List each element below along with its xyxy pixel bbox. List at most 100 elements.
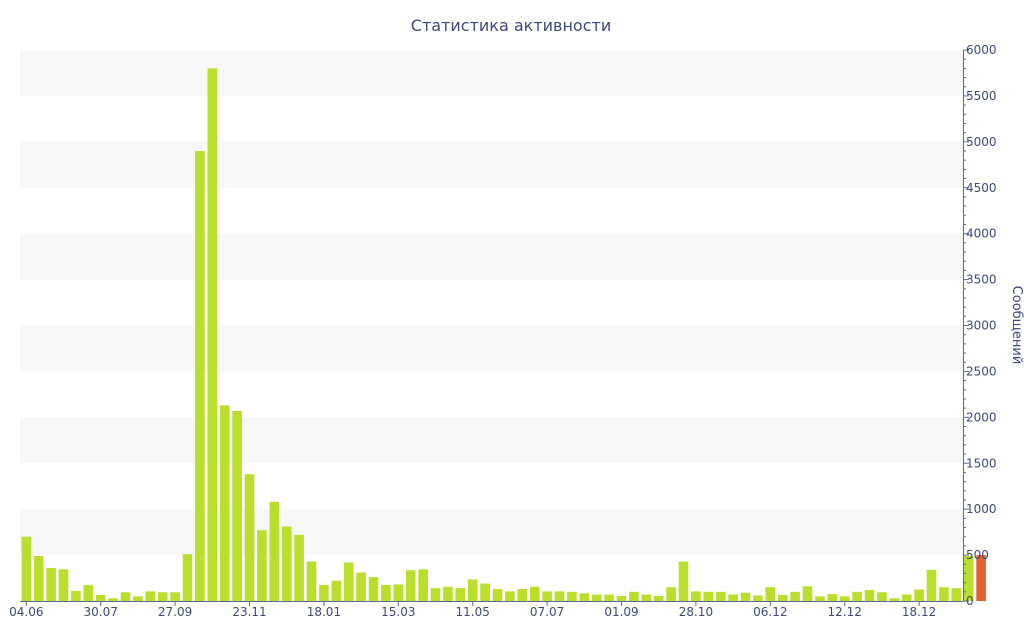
grid-band xyxy=(20,50,963,96)
bar xyxy=(381,584,391,601)
bar xyxy=(306,561,317,601)
bar xyxy=(232,410,242,601)
bar xyxy=(95,595,106,601)
bar xyxy=(58,569,69,601)
bar xyxy=(33,556,44,601)
y-tick-label: 3000 xyxy=(966,319,997,333)
x-tick-label: 18.01 xyxy=(307,605,341,619)
bar xyxy=(430,588,441,601)
bar xyxy=(579,593,590,601)
bar xyxy=(567,591,577,601)
bar xyxy=(963,556,974,601)
x-tick-label: 30.07 xyxy=(84,605,118,619)
bar xyxy=(343,562,354,601)
y-tick-label: 500 xyxy=(966,548,989,562)
y-tick-label: 4500 xyxy=(966,181,997,195)
bar xyxy=(145,591,156,601)
bar xyxy=(877,592,887,601)
bar xyxy=(951,588,962,601)
bar xyxy=(244,474,255,601)
bar xyxy=(653,595,664,601)
y-tick-label: 3500 xyxy=(966,273,997,287)
bar xyxy=(331,580,342,601)
bar xyxy=(46,567,56,601)
x-tick-label: 04.06 xyxy=(9,605,43,619)
bar xyxy=(939,587,949,601)
bar xyxy=(864,589,875,601)
y-tick-label: 2000 xyxy=(966,410,997,424)
bar xyxy=(393,584,404,601)
x-tick-label: 07.07 xyxy=(530,605,564,619)
bar xyxy=(554,591,565,601)
y-tick-label: 2500 xyxy=(966,364,997,378)
bar xyxy=(765,587,776,601)
x-tick-label: 12.12 xyxy=(828,605,862,619)
x-tick-label: 28.10 xyxy=(679,605,713,619)
bar xyxy=(83,584,94,601)
bar xyxy=(219,405,230,601)
x-tick-label: 23.11 xyxy=(232,605,266,619)
bar xyxy=(715,591,726,601)
bar xyxy=(21,536,32,601)
grid-band xyxy=(20,509,963,556)
bar xyxy=(691,591,701,601)
grid-band xyxy=(20,233,963,280)
bar xyxy=(802,586,813,601)
y-tick-label: 1000 xyxy=(966,502,997,516)
bar xyxy=(368,577,379,601)
bar xyxy=(616,595,627,601)
bars xyxy=(21,68,986,601)
bar xyxy=(976,555,986,601)
bar xyxy=(294,534,304,601)
bar xyxy=(170,592,180,601)
bar xyxy=(839,596,850,601)
bar xyxy=(182,554,193,601)
bar xyxy=(492,589,503,601)
bar xyxy=(269,501,280,601)
bar xyxy=(666,587,676,601)
y-tick-label: 0 xyxy=(966,594,974,608)
bar xyxy=(529,586,540,601)
bar xyxy=(629,591,639,601)
bar xyxy=(889,598,900,601)
bar xyxy=(591,594,602,601)
grid-band xyxy=(20,325,963,372)
x-tick-label: 01.09 xyxy=(604,605,638,619)
bar xyxy=(926,569,937,601)
bar xyxy=(418,569,428,601)
bar xyxy=(108,598,118,601)
y-axis-label: Сообщений xyxy=(1009,286,1024,365)
grid-band xyxy=(20,141,963,188)
bar xyxy=(405,570,416,601)
y-axis: 0 500 1000 1500 2000 2500 3000 3500 4000 4500 5000… xyxy=(963,43,997,608)
bar xyxy=(703,591,714,601)
bar xyxy=(281,526,292,601)
x-tick-label: 27.09 xyxy=(158,605,192,619)
bar xyxy=(133,596,143,601)
bar xyxy=(443,586,453,601)
grid-band xyxy=(20,417,963,464)
bar xyxy=(467,579,478,601)
y-tick-label: 1500 xyxy=(966,456,997,470)
bar xyxy=(356,572,366,601)
bar xyxy=(901,594,912,601)
bar xyxy=(852,591,862,601)
bar xyxy=(71,590,81,601)
x-tick-label: 11.05 xyxy=(456,605,490,619)
bar xyxy=(728,594,738,601)
grid-bands xyxy=(20,50,963,556)
bar xyxy=(207,68,218,601)
bar xyxy=(319,584,329,601)
bar xyxy=(195,151,205,601)
bar xyxy=(777,595,788,601)
bar xyxy=(517,589,528,601)
chart-title: Статистика активности xyxy=(411,16,611,35)
bar xyxy=(753,595,763,601)
x-tick-label: 06.12 xyxy=(753,605,787,619)
y-tick-label: 5000 xyxy=(966,135,997,149)
x-tick-label: 15.03 xyxy=(381,605,415,619)
bar xyxy=(641,594,652,601)
bar xyxy=(815,596,825,601)
y-tick-label: 6000 xyxy=(966,43,997,57)
